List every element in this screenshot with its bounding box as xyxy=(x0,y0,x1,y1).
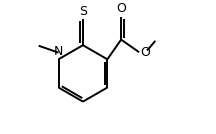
Text: N: N xyxy=(54,45,63,58)
Text: O: O xyxy=(116,2,126,15)
Text: S: S xyxy=(79,5,87,18)
Text: O: O xyxy=(141,46,151,59)
